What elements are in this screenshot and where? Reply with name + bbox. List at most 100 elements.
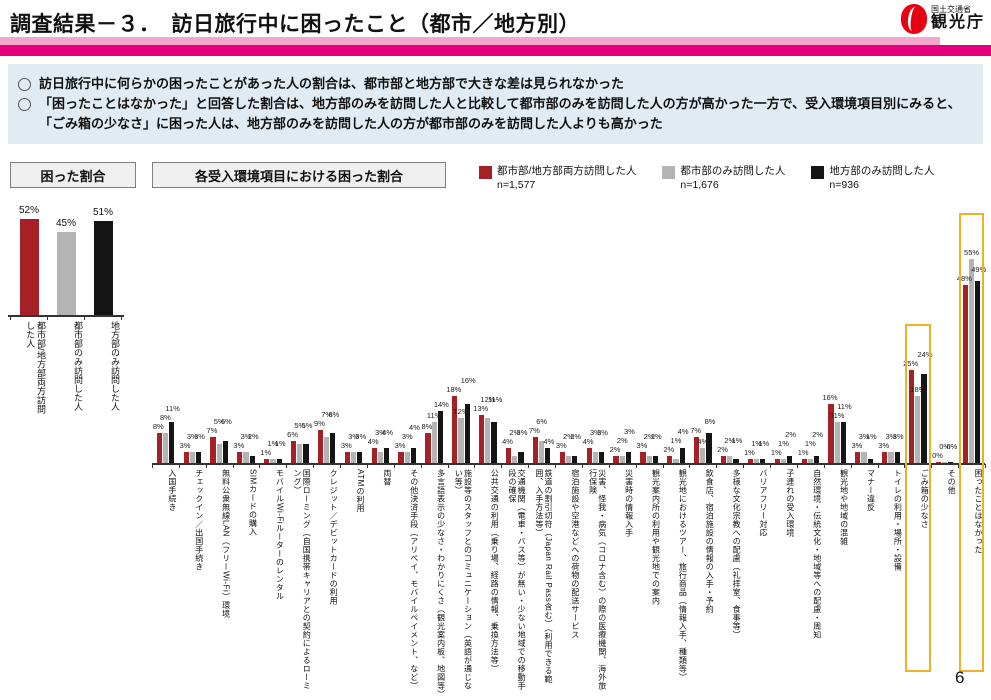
category-label: マナー違反 [866, 469, 876, 512]
axis-tick [178, 464, 180, 468]
axis-tick [447, 464, 449, 468]
bar-black [975, 281, 981, 463]
bar-gray [619, 455, 625, 463]
bar-value-label: 1% [751, 439, 763, 449]
bar-value-label: 3% [624, 426, 635, 436]
bar-red [479, 414, 485, 463]
bar-value-label: 7% [321, 409, 333, 419]
bar-gray [350, 451, 357, 463]
bar-value-label: 3% [394, 440, 406, 450]
bar-value-label: 4% [697, 437, 709, 447]
bar-value-label: 1% [804, 439, 816, 449]
category-label: 子連れの受入環境 [785, 469, 795, 537]
category-label: 観光地や地域の混雑 [839, 469, 849, 546]
axis-tick [689, 464, 691, 468]
chart-legend: 都市部/地方部両方訪問した人 n=1,577 都市部のみ訪問した人 n=1,676 … [479, 165, 934, 192]
bar-red [801, 459, 807, 463]
category-label: 災害、怪我・病気（コロナ含む）の際の医療機関、海外旅行保険 [588, 469, 607, 690]
category-label: 交通機関（電車・バス等）が無い・少ない地域での移動手段の確保 [507, 469, 527, 690]
bar-black [437, 411, 443, 463]
bar-black [330, 433, 336, 463]
bar-red [264, 459, 270, 463]
axis-tick [608, 464, 610, 468]
bar-red [962, 284, 968, 463]
title-underline-light [0, 37, 940, 45]
axis-tick [823, 464, 825, 468]
bar-value-label: 2% [650, 431, 662, 441]
bar-gray [216, 444, 222, 463]
mini-bar [93, 220, 113, 315]
legend-item-urban-only: 都市部のみ訪問した人 n=1,676 [662, 165, 785, 192]
category-label: モバイルWi-Fiルーターのレンタル [275, 469, 285, 601]
axis-tick [501, 464, 503, 468]
bar-value-label: 49% [971, 264, 987, 274]
axis-tick [770, 464, 772, 468]
bar-black [625, 451, 632, 463]
bar-gray [324, 437, 330, 463]
axis-tick [743, 464, 745, 468]
bar-black [813, 455, 820, 463]
bar-value-label: 11% [487, 394, 503, 404]
bar-value-label: 2% [509, 428, 521, 438]
bar-value-label: 1% [267, 439, 279, 449]
bar-value-label: 1% [770, 448, 782, 458]
category-label: 鉄道の割引切符（Japan Rail Pass含む）（利用できる範囲、入手方法等… [534, 469, 554, 684]
axis-tick [528, 464, 530, 468]
section-label-overall: 困った割合 [10, 162, 136, 188]
bar-black [921, 373, 927, 463]
category-label: 多様な文化宗教への配慮（礼拝室、食事等） [732, 469, 742, 639]
bar-value-label: 3% [892, 431, 904, 441]
bar-red [452, 396, 458, 463]
axis-tick [555, 464, 557, 468]
bar-value-label: 8% [704, 417, 716, 427]
bar-value-label: 2% [609, 444, 621, 454]
category-label: 無料公衆無線LAN（フリーWi-Fi）環境 [221, 469, 231, 618]
bar-red [317, 429, 324, 463]
bar-value-label: 4% [677, 426, 689, 436]
bar-black [276, 459, 282, 463]
category-label: その他決済手段（アリペイ、モバイルペイメント、など） [409, 469, 419, 690]
section-label-by-item: 各受入環境項目における困った割合 [152, 162, 446, 188]
axis-tick [47, 316, 48, 320]
bar-black [760, 459, 766, 463]
bar-black [249, 455, 255, 463]
bar-gray [431, 422, 437, 463]
bar-gray [834, 422, 840, 463]
page-title: 調査結果－３． 訪日旅行中に困ったこと（都市／地方別） [10, 13, 580, 36]
bar-red [183, 451, 189, 463]
bar-black [357, 451, 363, 463]
bar-red [720, 455, 727, 463]
axis-tick [635, 464, 637, 468]
summary-bullet-1: 訪日旅行中に何らかの困ったことがあった人の割合は、都市部と地方部で大きな差は見ら… [18, 74, 971, 94]
bar-gray [942, 462, 948, 463]
bar-red [532, 437, 539, 463]
axis-tick [121, 316, 122, 320]
bar-value-label: 7% [690, 426, 702, 436]
bar-gray [189, 451, 195, 463]
bar-value-label: 14% [433, 400, 449, 410]
bar-value-label: 8% [152, 422, 164, 432]
category-label: 両替 [382, 469, 392, 486]
bar-value-label: 3% [555, 440, 567, 450]
bar-red [237, 451, 243, 463]
bar-black [706, 433, 712, 463]
bar-red [828, 403, 834, 463]
bar-value-label: 0% [932, 451, 943, 461]
bar-value-label: 2% [785, 430, 797, 440]
bar-value-label: 1% [865, 431, 877, 441]
axis-tick [474, 464, 476, 468]
bar-red [156, 433, 162, 463]
bar-black [948, 462, 954, 463]
bar-value-label: 7% [206, 426, 218, 436]
axis-tick [796, 464, 798, 468]
category-label: ごみ箱の少なさ [920, 469, 930, 529]
legend-swatch-gray [662, 166, 676, 179]
bar-red [559, 451, 565, 463]
legend-label: 地方部のみ訪問した人 [829, 165, 935, 177]
bar-black [679, 448, 685, 463]
category-label: 災害時の情報入手 [624, 469, 634, 537]
bar-value-label: 48% [956, 273, 972, 283]
bar-value-label: 0% [946, 442, 958, 452]
bar-value-label: 6% [220, 417, 232, 427]
category-label: チェックイン／出国手続き [194, 469, 204, 571]
